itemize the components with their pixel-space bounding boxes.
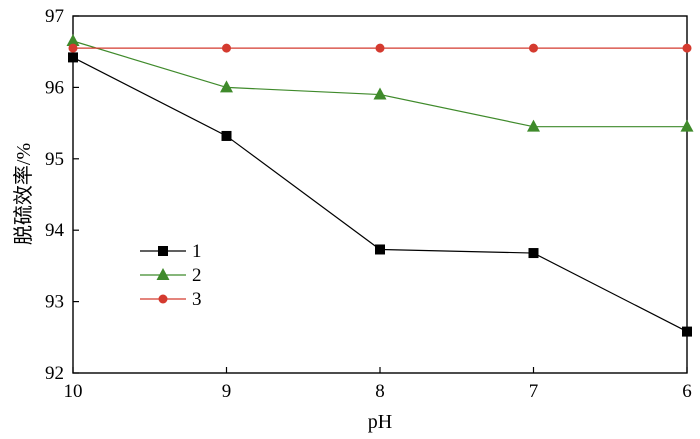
legend-marker <box>156 268 170 280</box>
plot-frame <box>72 15 688 374</box>
series-2 <box>66 33 694 132</box>
x-tick-label: 6 <box>682 381 692 402</box>
series-line <box>72 40 687 128</box>
data-point <box>373 87 387 100</box>
x-tick-label: 9 <box>222 381 232 402</box>
y-tick-label: 97 <box>45 6 64 27</box>
x-axis-title: pH <box>368 411 392 433</box>
data-point <box>222 43 231 53</box>
data-point <box>220 80 233 93</box>
legend-marker <box>158 294 168 304</box>
y-tick-label: 94 <box>45 220 65 241</box>
data-point <box>527 119 540 132</box>
data-point <box>528 248 539 259</box>
legend-item: 1 <box>140 241 202 262</box>
y-axis-title: 脱硫效率/% <box>12 143 35 245</box>
x-tick-label: 8 <box>375 381 385 402</box>
data-point <box>375 43 385 53</box>
data-point <box>68 43 78 53</box>
legend-item: 2 <box>140 265 202 286</box>
data-point <box>529 43 538 53</box>
data-point <box>221 130 232 141</box>
series-3 <box>68 43 692 53</box>
data-point <box>682 326 692 337</box>
data-point <box>680 119 694 132</box>
legend-label: 1 <box>192 241 202 262</box>
y-tick-label: 93 <box>45 292 64 313</box>
legend-label: 3 <box>192 289 202 310</box>
legend-item: 3 <box>140 289 202 310</box>
legend-marker <box>158 246 168 256</box>
y-tick-label: 96 <box>45 77 64 98</box>
x-tick-label: 10 <box>64 381 83 402</box>
data-point <box>66 33 80 46</box>
y-tick-label: 95 <box>45 149 64 170</box>
data-point <box>68 52 78 63</box>
y-tick-label: 92 <box>45 363 64 384</box>
legend-label: 2 <box>192 265 202 286</box>
data-point <box>682 43 692 53</box>
x-tick-label: 7 <box>529 381 539 402</box>
data-point <box>375 244 385 255</box>
legend: 1 2 3 <box>140 241 202 310</box>
series-1 <box>68 52 692 337</box>
